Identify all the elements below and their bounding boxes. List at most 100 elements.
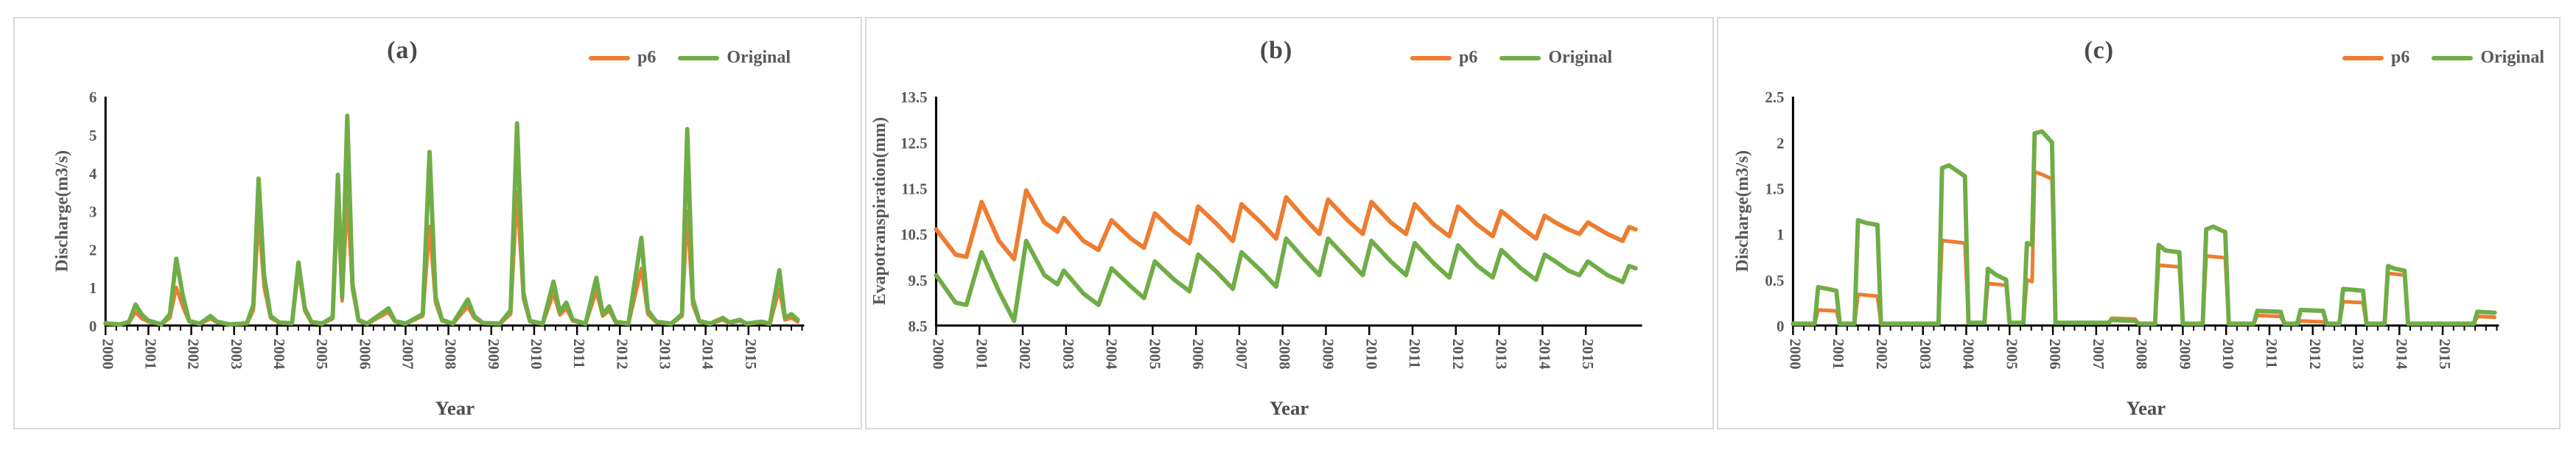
y-tick-label: 3 bbox=[89, 203, 97, 221]
x-tick-label: 2005 bbox=[1146, 339, 1163, 370]
discharge-chart-a: 2000 2001 2002 2003 2004 2005 2006 2007 2008 2009… bbox=[53, 88, 805, 419]
x-tick-label: 2014 bbox=[1536, 339, 1553, 370]
panel-a: (a) p6 Original 2000 2001 2002 2003 2004 2005… bbox=[13, 17, 862, 429]
y-tick-label: 1.5 bbox=[1765, 180, 1784, 197]
legend-b: p6 Original bbox=[1410, 48, 1612, 68]
y-tick-label: 0 bbox=[89, 317, 97, 335]
p6-line-swatch bbox=[1410, 55, 1452, 60]
x-tick-label: 2013 bbox=[656, 339, 673, 370]
y-tick-label: 4 bbox=[89, 165, 97, 183]
x-tick-label: 2003 bbox=[228, 339, 245, 370]
x-tick-label: 2011 bbox=[1406, 339, 1424, 369]
x-tick-label: 2007 bbox=[1233, 339, 1250, 370]
x-tick-label: 2005 bbox=[2003, 339, 2020, 370]
x-tick-label: 2014 bbox=[699, 339, 717, 370]
original-line-swatch bbox=[1499, 55, 1541, 60]
x-tick-label: 2001 bbox=[141, 339, 159, 370]
series-p6-line bbox=[934, 188, 1638, 261]
x-tick-label: 2008 bbox=[442, 339, 460, 370]
legend-label-original: Original bbox=[2480, 48, 2544, 67]
y-tick-label: 6 bbox=[89, 88, 97, 106]
x-tick-label: 2000 bbox=[929, 339, 947, 370]
x-tick-label: 2002 bbox=[1873, 339, 1891, 370]
x-axis-title: Year bbox=[2127, 397, 2166, 419]
y-axis-title: Evapotranspiration(mm) bbox=[870, 117, 889, 305]
x-tick-label: 2006 bbox=[356, 339, 374, 370]
y-tick-label: 10.5 bbox=[900, 226, 927, 244]
x-tick-label: 2006 bbox=[2046, 339, 2064, 370]
chart-title-c: (c) bbox=[2084, 37, 2115, 64]
x-tick-label: 2005 bbox=[313, 339, 331, 370]
panel-c: (c) p6 Original 2000 2001 2002 2003 2004 2005… bbox=[1717, 17, 2561, 429]
x-axis-title: Year bbox=[435, 397, 475, 419]
x-axis-title: Year bbox=[1270, 397, 1309, 419]
chart-title-b: (b) bbox=[1259, 37, 1293, 64]
y-tick-labels: 0 1 2 3 4 5 6 bbox=[89, 88, 97, 335]
axes bbox=[934, 96, 1642, 327]
legend-a: p6 Original bbox=[588, 48, 791, 68]
x-tick-label: 2015 bbox=[2436, 339, 2454, 370]
y-tick-label: 0.5 bbox=[1765, 272, 1784, 289]
series-original-line bbox=[103, 113, 800, 327]
legend-label-original: Original bbox=[727, 48, 791, 67]
x-tick-label: 2008 bbox=[2133, 339, 2151, 370]
x-tick-label: 2001 bbox=[1830, 339, 1847, 370]
x-tick-label: 2015 bbox=[742, 339, 760, 370]
y-axis-title: Discharge(m3/s) bbox=[53, 150, 72, 272]
series-p6-line bbox=[1791, 169, 2497, 326]
x-tick-label: 2004 bbox=[270, 339, 288, 370]
legend-label-p6: p6 bbox=[637, 48, 657, 67]
x-tick-label: 2007 bbox=[2090, 339, 2107, 370]
series-original-line bbox=[934, 236, 1638, 323]
legend-label-original: Original bbox=[1548, 48, 1612, 67]
x-tick-label: 2001 bbox=[973, 339, 990, 370]
x-tick-label: 2004 bbox=[1960, 339, 1978, 370]
x-tick-label: 2003 bbox=[1060, 339, 1077, 370]
y-tick-label: 11.5 bbox=[901, 180, 927, 197]
x-tick-label: 2003 bbox=[1917, 339, 1934, 370]
x-tick-label: 2015 bbox=[1579, 339, 1597, 370]
legend-item-p6: p6 bbox=[2342, 48, 2409, 68]
p6-line-swatch bbox=[2342, 55, 2384, 60]
discharge-chart-c: 2000 2001 2002 2003 2004 2005 2006 2007 2008 2009… bbox=[1733, 88, 2499, 419]
y-tick-label: 1 bbox=[1777, 226, 1784, 244]
y-tick-label: 2.5 bbox=[1765, 88, 1784, 106]
x-tick-label: 2007 bbox=[399, 339, 416, 370]
x-tick-label: 2009 bbox=[2176, 339, 2194, 370]
x-tick-label: 2014 bbox=[2393, 339, 2410, 370]
x-tick-label: 2006 bbox=[1189, 339, 1207, 370]
x-tick-label: 2000 bbox=[99, 339, 116, 370]
x-tick-label: 2010 bbox=[528, 339, 545, 370]
series-original-line bbox=[1791, 129, 2497, 326]
legend-item-p6: p6 bbox=[1410, 48, 1477, 68]
axes bbox=[1791, 96, 2499, 327]
y-tick-label: 8.5 bbox=[908, 317, 927, 335]
y-tick-label: 9.5 bbox=[908, 272, 927, 289]
x-tick-label: 2010 bbox=[1362, 339, 1380, 370]
x-tick-label: 2011 bbox=[570, 339, 588, 369]
y-tick-labels: 0 0.5 1 1.5 2 2.5 bbox=[1765, 88, 1784, 335]
y-tick-label: 5 bbox=[89, 127, 97, 144]
x-tick-marks bbox=[105, 326, 803, 335]
legend-item-original: Original bbox=[2432, 48, 2544, 68]
y-tick-label: 2 bbox=[89, 241, 97, 259]
x-tick-label: 2011 bbox=[2263, 339, 2281, 369]
x-tick-label: 2004 bbox=[1103, 339, 1121, 370]
legend-item-original: Original bbox=[678, 48, 791, 68]
x-tick-label: 2009 bbox=[1319, 339, 1337, 370]
x-tick-label: 2002 bbox=[185, 339, 203, 370]
x-tick-label: 2013 bbox=[1493, 339, 1511, 370]
x-tick-labels: 2000 2001 2002 2003 2004 2005 2006 2007 2008 2009… bbox=[929, 339, 1597, 370]
legend-label-p6: p6 bbox=[2390, 48, 2410, 67]
x-tick-label: 2013 bbox=[2350, 339, 2367, 370]
x-tick-label: 2002 bbox=[1016, 339, 1034, 370]
x-tick-marks bbox=[1792, 326, 2498, 335]
y-tick-labels: 8.5 9.5 10.5 11.5 12.5 13.5 bbox=[900, 88, 927, 335]
x-tick-label: 2012 bbox=[2306, 339, 2324, 370]
original-line-swatch bbox=[2432, 55, 2474, 60]
evapotranspiration-chart-b: 2000 2001 2002 2003 2004 2005 2006 2007 2008 2009… bbox=[870, 88, 1642, 419]
y-tick-label: 1 bbox=[89, 279, 97, 297]
x-tick-labels: 2000 2001 2002 2003 2004 2005 2006 2007 2008 2009… bbox=[99, 339, 760, 370]
y-tick-label: 0 bbox=[1777, 317, 1784, 335]
